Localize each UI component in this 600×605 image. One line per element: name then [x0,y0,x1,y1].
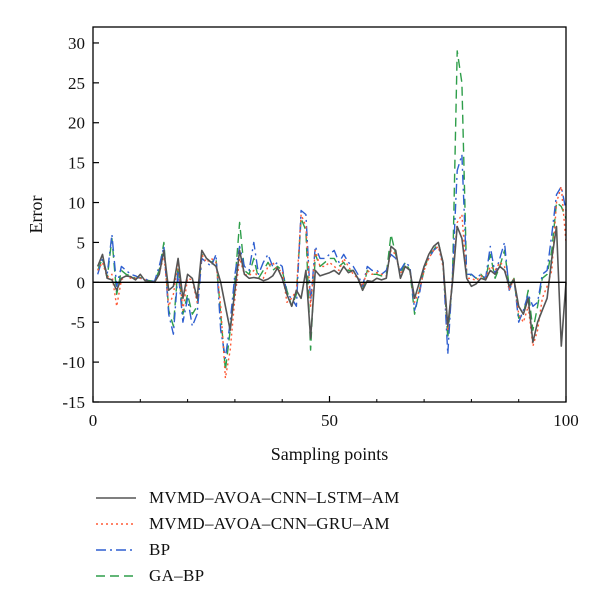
y-tick-label: 30 [68,34,85,53]
x-tick-label: 0 [89,411,98,430]
y-tick-label: 5 [77,233,86,252]
series-line-1 [96,225,567,347]
y-tick-label: 20 [68,114,85,133]
x-tick-label: 100 [553,411,579,430]
legend-item: GA–BP [95,563,400,589]
x-tick-label: 50 [321,411,338,430]
legend-label: MVMD–AVOA–CNN–LSTM–AM [149,488,400,507]
x-axis-ticks: 0 50 100 [89,396,579,430]
y-tick-label: 10 [68,194,85,213]
series-layer [96,50,567,379]
series-line-2 [97,185,567,379]
legend-item: MVMD–AVOA–CNN–LSTM–AM [95,485,400,511]
legend-item: BP [95,537,400,563]
legend: MVMD–AVOA–CNN–LSTM–AM MVMD–AVOA–CNN–GRU–A… [95,485,400,589]
series-line-4 [97,50,567,371]
legend-swatch [96,549,136,551]
legend-item: MVMD–AVOA–CNN–GRU–AM [95,511,400,537]
x-axis-label: Sampling points [271,444,389,464]
y-tick-label: 0 [77,273,86,292]
y-tick-label: -15 [62,393,85,412]
legend-label: BP [149,540,171,559]
legend-swatch [96,497,136,499]
plot-frame [92,26,567,403]
y-tick-label: 15 [68,154,85,173]
legend-swatch [96,575,136,577]
y-tick-label: -10 [62,353,85,372]
y-tick-label: 25 [68,74,85,93]
legend-label: MVMD–AVOA–CNN–GRU–AM [149,514,390,533]
series-line-3 [97,153,567,359]
legend-label: GA–BP [149,566,205,585]
legend-swatch [96,523,136,525]
y-axis-label: Error [26,196,46,234]
y-tick-label: -5 [71,313,85,332]
y-axis-ticks: -15 -10 -5 0 5 10 15 20 25 30 [62,34,99,412]
